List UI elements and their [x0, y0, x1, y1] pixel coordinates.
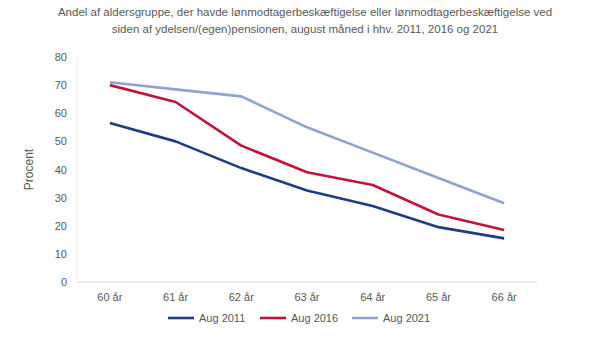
x-tick-label: 62 år [229, 291, 254, 303]
x-tick-label: 66 år [492, 291, 517, 303]
legend-label: Aug 2021 [383, 312, 430, 324]
legend-swatch [352, 317, 378, 320]
x-tick-label: 64 år [360, 291, 385, 303]
y-tick-label: 0 [61, 276, 67, 288]
y-axis-label: Procent [22, 148, 36, 190]
y-tick-label: 20 [55, 220, 67, 232]
legend-label: Aug 2011 [199, 312, 245, 324]
y-tick-label: 30 [55, 192, 67, 204]
legend-label: Aug 2016 [291, 312, 338, 324]
chart: 0 10 20 30 40 50 60 70 80 60 år 61 år 62 år 63 år 64 … [0, 0, 611, 344]
y-tick-label: 70 [55, 79, 67, 91]
series-line [110, 82, 504, 203]
x-axis [77, 282, 537, 283]
x-tick-label: 61 år [163, 291, 188, 303]
x-tick-label: 63 år [294, 291, 319, 303]
y-tick-label: 80 [55, 51, 67, 63]
legend-swatch [260, 317, 286, 320]
x-tick-label: 65 år [426, 291, 451, 303]
y-tick-label: 60 [55, 107, 67, 119]
x-tick-label: 60 år [97, 291, 122, 303]
plot-area [110, 82, 504, 238]
series-line [110, 85, 504, 230]
y-axis [77, 57, 78, 282]
y-tick-label: 10 [55, 248, 67, 260]
legend-swatch [168, 317, 194, 320]
chart-title: Andel af aldersgruppe, der havde lønmodt… [45, 4, 565, 38]
y-tick-label: 50 [55, 135, 67, 147]
y-tick-label: 40 [55, 164, 67, 176]
